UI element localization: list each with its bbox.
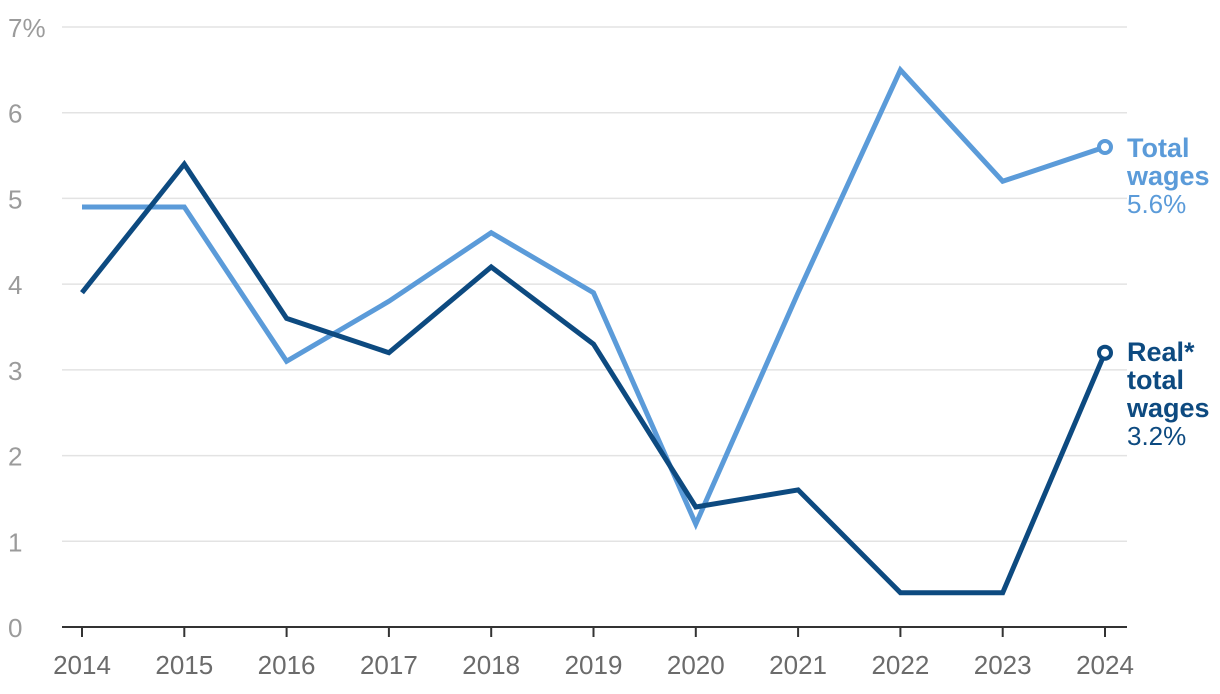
series-name-real: Real* <box>1127 337 1195 367</box>
series-end-marker-total <box>1097 139 1113 155</box>
y-axis-ticks: 0 1 2 3 4 5 6 7% <box>8 13 46 643</box>
x-tick-label: 2018 <box>462 650 520 680</box>
x-tick-label: 2021 <box>769 650 827 680</box>
series-name-real: wages <box>1126 393 1210 423</box>
y-tick-label: 0 <box>8 613 22 643</box>
gridlines <box>62 26 1127 543</box>
series-name-real: total <box>1127 365 1184 395</box>
x-tick-label: 2014 <box>53 650 111 680</box>
x-tick-label: 2019 <box>565 650 623 680</box>
series-value-total: 5.6% <box>1127 189 1186 219</box>
x-tick-label: 2020 <box>667 650 725 680</box>
series-end-marker-real <box>1097 344 1113 361</box>
series-name-total: wages <box>1126 161 1210 191</box>
y-tick-label: 7% <box>8 13 46 43</box>
series-name-total: Total <box>1127 133 1190 163</box>
y-tick-label: 3 <box>8 356 22 386</box>
y-tick-label: 1 <box>8 527 22 557</box>
x-tick-label: 2023 <box>974 650 1032 680</box>
y-tick-label: 5 <box>8 184 22 214</box>
x-axis: 2014 2015 2016 2017 2018 2019 2020 2021 2022 2023… <box>53 626 1134 680</box>
y-tick-label: 2 <box>8 442 22 472</box>
series-lines <box>80 65 1113 596</box>
x-tick-label: 2015 <box>155 650 213 680</box>
series-line-real <box>80 159 1108 596</box>
series-value-real: 3.2% <box>1127 421 1186 451</box>
x-tick-label: 2017 <box>360 650 418 680</box>
x-tick-label: 2016 <box>258 650 316 680</box>
x-tick-label: 2024 <box>1076 650 1134 680</box>
x-tick-label: 2022 <box>871 650 929 680</box>
y-tick-label: 6 <box>8 99 22 129</box>
series-line-total <box>82 65 1106 531</box>
y-tick-label: 4 <box>8 270 22 300</box>
